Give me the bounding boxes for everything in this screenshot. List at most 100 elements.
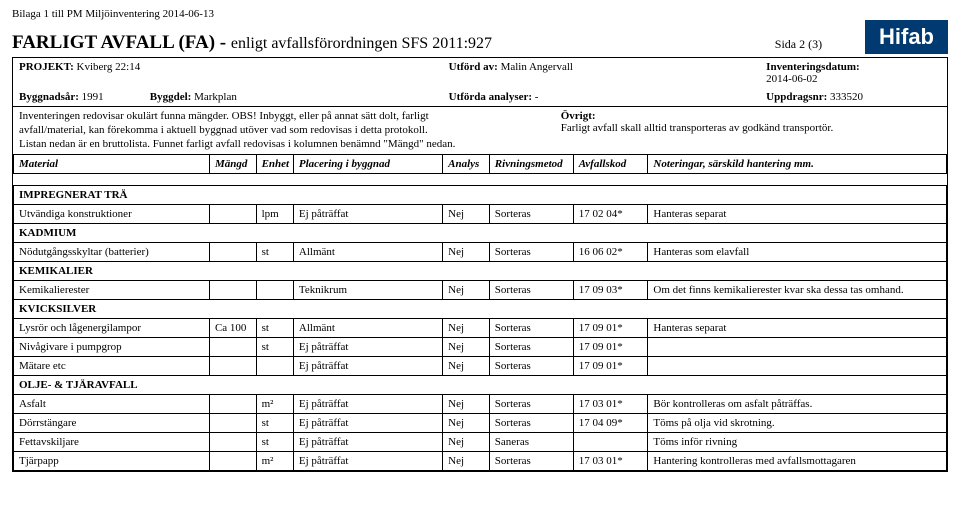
table-cell: 17 09 01* xyxy=(573,338,648,357)
title-row: FARLIGT AVFALL (FA) - enligt avfallsföro… xyxy=(12,20,948,54)
byggnadsar-cell: Byggnadsår: 1991 xyxy=(13,88,144,106)
table-cell: Ej påträffat xyxy=(293,452,442,471)
table-cell: Sorteras xyxy=(489,357,573,376)
table-row: Tjärpappm²Ej påträffatNejSorteras17 03 0… xyxy=(14,452,947,471)
table-cell: Hanteras separat xyxy=(648,319,947,338)
table-cell: Saneras xyxy=(489,433,573,452)
projekt-cell: PROJEKT: Kviberg 22:14 xyxy=(13,58,443,88)
note-left: Inventeringen redovisar okulärt funna mä… xyxy=(13,107,555,154)
table-cell: Asfalt xyxy=(14,395,210,414)
table-cell: Hanteras som elavfall xyxy=(648,243,947,262)
col-analys: Analys xyxy=(443,155,490,174)
col-enhet: Enhet xyxy=(256,155,293,174)
table-row: Utvändiga konstruktionerlpmEj påträffatN… xyxy=(14,205,947,224)
document-frame: PROJEKT: Kviberg 22:14 Utförd av: Malin … xyxy=(12,57,948,472)
table-cell: 17 09 01* xyxy=(573,319,648,338)
byggnadsar-value: 1991 xyxy=(82,91,104,103)
table-cell: st xyxy=(256,414,293,433)
projekt-value: Kviberg 22:14 xyxy=(77,61,141,73)
utford-value: Malin Angervall xyxy=(501,61,573,73)
table-row: FettavskiljarestEj påträffatNejSanerasTö… xyxy=(14,433,947,452)
table-row: Asfaltm²Ej påträffatNejSorteras17 03 01*… xyxy=(14,395,947,414)
note-block: Inventeringen redovisar okulärt funna mä… xyxy=(13,107,947,155)
table-cell: Kemikalierester xyxy=(14,281,210,300)
table-cell: Nej xyxy=(443,452,490,471)
main-title-sub: enligt avfallsförordningen SFS 2011:927 xyxy=(231,35,492,52)
table-cell: Ej påträffat xyxy=(293,357,442,376)
table-cell xyxy=(209,414,256,433)
section-title: KVICKSILVER xyxy=(14,300,947,319)
gap-row xyxy=(14,174,947,186)
table-row: Nödutgångsskyltar (batterier) stAllmäntNe… xyxy=(14,243,947,262)
hifab-logo: Hifab xyxy=(865,20,948,54)
table-cell xyxy=(209,452,256,471)
table-cell: Hanteras separat xyxy=(648,205,947,224)
table-cell xyxy=(648,338,947,357)
note-line: avfall/material, kan förekomma i aktuell… xyxy=(19,124,549,138)
table-row: Nivågivare i pumpgropstEj påträffatNejSo… xyxy=(14,338,947,357)
col-material: Material xyxy=(14,155,210,174)
col-mangd: Mängd xyxy=(209,155,256,174)
table-cell xyxy=(648,357,947,376)
table-cell: Allmänt xyxy=(293,243,442,262)
table-cell: Sorteras xyxy=(489,319,573,338)
page-indicator: Sida 2 (3) xyxy=(775,37,822,51)
utford-cell: Utförd av: Malin Angervall xyxy=(443,58,761,88)
table-cell: Ej påträffat xyxy=(293,205,442,224)
table-cell: Tjärpapp xyxy=(14,452,210,471)
col-avfallskod: Avfallskod xyxy=(573,155,648,174)
section-header: KADMIUM xyxy=(14,224,947,243)
table-row: DörrstängarestEj påträffatNejSorteras17 … xyxy=(14,414,947,433)
invdatum-cell: Inventeringsdatum: 2014-06-02 xyxy=(760,58,947,88)
table-cell: Töms på olja vid skrotning. xyxy=(648,414,947,433)
table-cell xyxy=(209,281,256,300)
table-cell: Ej påträffat xyxy=(293,395,442,414)
table-header-row: Material Mängd Enhet Placering i byggnad… xyxy=(14,155,947,174)
table-cell: Nej xyxy=(443,243,490,262)
table-cell xyxy=(573,433,648,452)
uppdrag-label: Uppdragsnr: xyxy=(766,91,830,103)
table-cell xyxy=(209,338,256,357)
col-rivning: Rivningsmetod xyxy=(489,155,573,174)
table-cell: Utvändiga konstruktioner xyxy=(14,205,210,224)
table-cell: Nödutgångsskyltar (batterier) xyxy=(14,243,210,262)
byggnadsar-label: Byggnadsår: xyxy=(19,91,82,103)
table-cell: Nej xyxy=(443,395,490,414)
section-title: OLJE- & TJÄRAVFALL xyxy=(14,376,947,395)
note-right: Övrigt: Farligt avfall skall alltid tran… xyxy=(555,107,947,154)
table-cell: Sorteras xyxy=(489,338,573,357)
table-cell: Allmänt xyxy=(293,319,442,338)
header-block: PROJEKT: Kviberg 22:14 Utförd av: Malin … xyxy=(13,58,947,107)
uppdrag-value: 333520 xyxy=(830,91,863,103)
table-cell: 17 03 01* xyxy=(573,452,648,471)
table-cell: Nej xyxy=(443,357,490,376)
ovrigt-label: Övrigt: xyxy=(561,110,941,122)
utforda-cell: Utförda analyser: - xyxy=(443,88,761,106)
table-cell: Sorteras xyxy=(489,281,573,300)
table-row: KemikalieresterTeknikrumNejSorteras17 09… xyxy=(14,281,947,300)
table-cell xyxy=(209,433,256,452)
table-cell: 16 06 02* xyxy=(573,243,648,262)
section-header: OLJE- & TJÄRAVFALL xyxy=(14,376,947,395)
uppdrag-cell: Uppdragsnr: 333520 xyxy=(760,88,947,106)
table-cell: 17 03 01* xyxy=(573,395,648,414)
table-cell: 17 09 01* xyxy=(573,357,648,376)
ovrigt-text: Farligt avfall skall alltid transportera… xyxy=(561,122,941,134)
table-cell: Nej xyxy=(443,433,490,452)
byggdel-cell: Byggdel: Markplan xyxy=(144,88,443,106)
table-cell xyxy=(209,205,256,224)
table-cell: Sorteras xyxy=(489,243,573,262)
table-cell: Teknikrum xyxy=(293,281,442,300)
waste-table: Material Mängd Enhet Placering i byggnad… xyxy=(13,155,947,471)
table-cell: Töms inför rivning xyxy=(648,433,947,452)
note-line: Listan nedan är en bruttolista. Funnet f… xyxy=(19,138,549,152)
table-cell: Sorteras xyxy=(489,452,573,471)
section-header: IMPREGNERAT TRÄ xyxy=(14,186,947,205)
attachment-meta: Bilaga 1 till PM Miljöinventering 2014-0… xyxy=(12,8,948,20)
table-cell: Nivågivare i pumpgrop xyxy=(14,338,210,357)
table-cell: lpm xyxy=(256,205,293,224)
projekt-label: PROJEKT: xyxy=(19,61,77,73)
table-cell: st xyxy=(256,243,293,262)
table-cell: Nej xyxy=(443,281,490,300)
section-title: KADMIUM xyxy=(14,224,947,243)
